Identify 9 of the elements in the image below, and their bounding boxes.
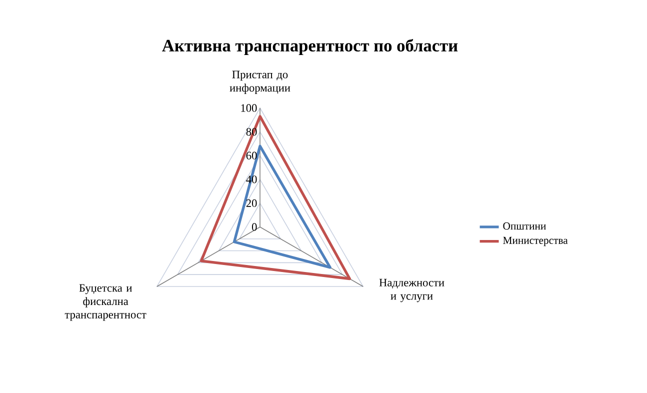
spoke-label: Надлежности и услуги: [379, 278, 444, 302]
y-tick-label: 100: [241, 104, 257, 112]
y-tick-label: 0: [252, 223, 257, 231]
spoke-label: Буџетска и фискална транспарентност: [64, 284, 146, 321]
legend-label: Општини: [503, 222, 546, 230]
chart-title: Активна транспарентност по области: [162, 38, 458, 56]
legend-label: Министерства: [503, 236, 568, 246]
spoke-label: Пристап до информации: [230, 70, 290, 94]
y-tick-label: 20: [246, 199, 257, 208]
